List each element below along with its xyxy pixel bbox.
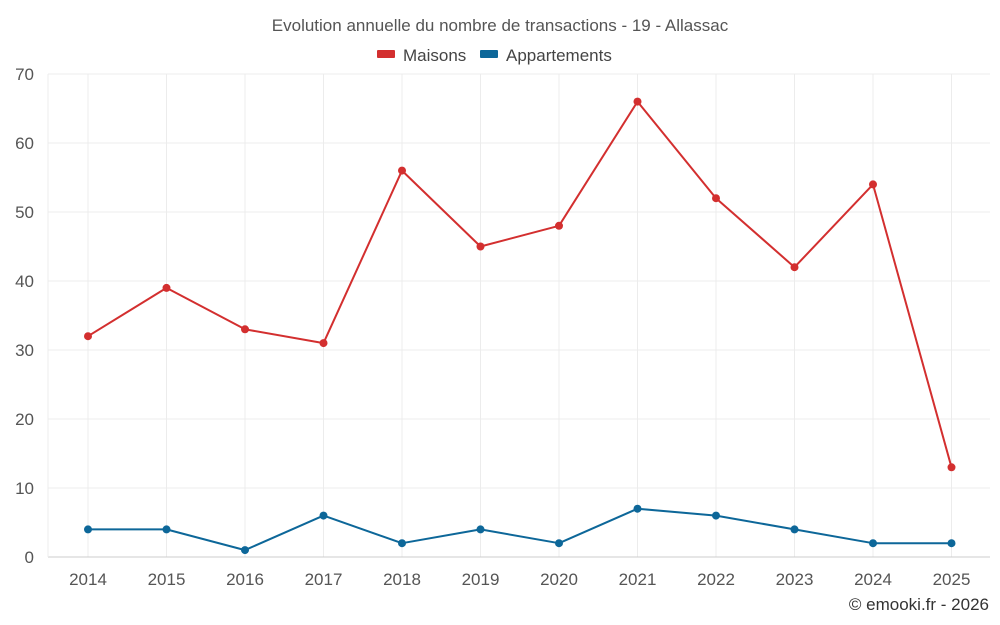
x-tick-label: 2017 — [305, 570, 343, 589]
y-tick-label: 60 — [15, 134, 34, 153]
data-point-appartements[interactable] — [398, 539, 406, 548]
data-point-maisons[interactable] — [555, 221, 563, 230]
legend-label-maisons[interactable]: Maisons — [403, 46, 466, 65]
y-tick-label: 20 — [15, 410, 34, 429]
data-point-maisons[interactable] — [162, 283, 171, 292]
x-tick-label: 2021 — [619, 570, 657, 589]
x-tick-label: 2015 — [148, 570, 186, 589]
x-tick-label: 2018 — [383, 570, 421, 589]
grid — [48, 73, 990, 557]
data-point-maisons[interactable] — [633, 97, 642, 106]
x-tick-label: 2016 — [226, 570, 264, 589]
series-line-appartements — [88, 507, 952, 552]
data-point-maisons[interactable] — [398, 166, 406, 175]
y-tick-label: 10 — [15, 479, 34, 498]
data-point-maisons[interactable] — [319, 339, 328, 348]
x-tick-label: 2024 — [854, 570, 892, 589]
x-tick-label: 2023 — [776, 570, 814, 589]
x-tick-label: 2019 — [462, 570, 500, 589]
y-tick-label: 50 — [15, 203, 34, 222]
y-tick-label: 30 — [15, 341, 34, 360]
y-tick-label: 40 — [15, 272, 34, 291]
data-point-appartements[interactable] — [319, 511, 328, 520]
chart-title: Evolution annuelle du nombre de transact… — [272, 16, 729, 35]
axes: 0 10 20 30 40 50 60 70 2014 2015 2016 2017 2018 2019 2… — [15, 65, 990, 589]
credit-text: © emooki.fr - 2026 — [849, 595, 989, 614]
data-point-appartements[interactable] — [84, 525, 92, 534]
x-tick-label: 2022 — [697, 570, 735, 589]
data-point-appartements[interactable] — [476, 525, 485, 534]
x-tick-label: 2014 — [69, 570, 107, 589]
data-point-maisons[interactable] — [84, 332, 92, 341]
legend-swatch-appartements — [480, 50, 498, 58]
legend: Maisons Appartements — [377, 46, 612, 65]
data-point-appartements[interactable] — [241, 546, 249, 555]
data-point-maisons[interactable] — [476, 242, 485, 251]
series-line-maisons — [87, 100, 953, 468]
data-point-appartements[interactable] — [712, 511, 720, 520]
data-point-maisons[interactable] — [790, 263, 799, 272]
data-point-appartements[interactable] — [633, 504, 642, 513]
data-point-appartements[interactable] — [790, 525, 799, 534]
data-point-maisons[interactable] — [869, 180, 877, 189]
legend-label-appartements[interactable]: Appartements — [506, 46, 612, 65]
series — [84, 97, 956, 555]
x-tick-label: 2020 — [540, 570, 578, 589]
y-tick-label: 0 — [25, 548, 34, 567]
data-point-maisons[interactable] — [947, 463, 956, 472]
data-point-appartements[interactable] — [555, 539, 563, 548]
data-point-appartements[interactable] — [869, 539, 877, 548]
y-tick-label: 70 — [15, 65, 34, 84]
data-point-maisons[interactable] — [712, 194, 720, 203]
data-point-appartements[interactable] — [947, 539, 956, 548]
data-point-maisons[interactable] — [241, 325, 249, 334]
x-tick-label: 2025 — [933, 570, 971, 589]
data-point-appartements[interactable] — [162, 525, 171, 534]
legend-swatch-maisons — [377, 50, 395, 58]
